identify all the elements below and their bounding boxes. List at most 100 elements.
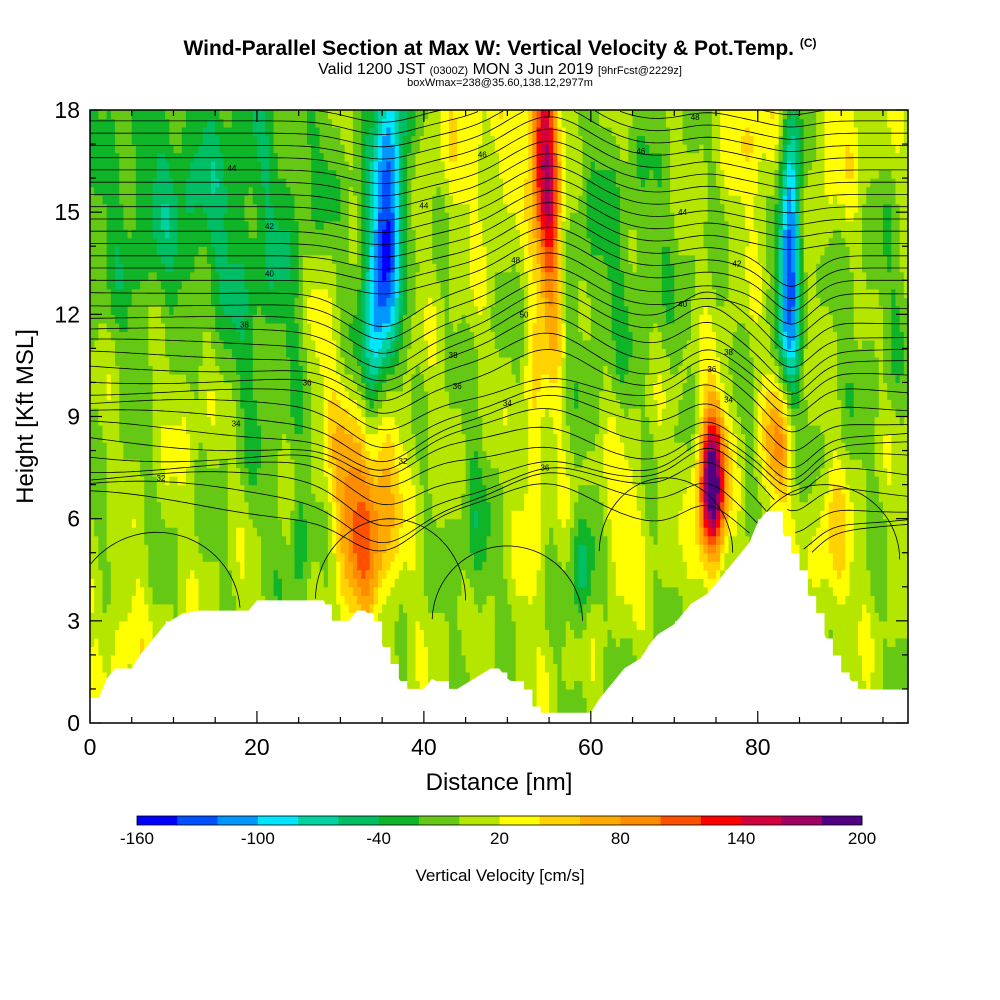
velocity-cell [119,322,124,332]
velocity-cell [123,365,129,375]
velocity-cell [340,390,346,401]
velocity-cell [177,348,183,358]
velocity-cell [319,212,325,222]
velocity-cell [244,493,250,503]
velocity-cell [390,425,396,435]
velocity-cell [269,144,275,154]
velocity-cell [311,288,316,298]
velocity-cell [403,365,408,375]
utc-time: (0300Z) [429,65,469,77]
velocity-cell [394,373,400,384]
velocity-cell [323,450,329,460]
velocity-cell [248,186,254,196]
velocity-cell [286,339,291,349]
velocity-cell [273,450,279,460]
velocity-cell [102,382,108,392]
velocity-cell [277,595,283,605]
velocity-cell [377,586,383,596]
velocity-cell [386,578,392,588]
velocity-cell [156,450,162,460]
velocity-cell [165,135,170,145]
velocity-cell [148,280,154,290]
velocity-cell [94,365,99,375]
velocity-cell [102,510,108,520]
velocity-cell [102,356,108,367]
velocity-cell [348,169,354,179]
velocity-cell [244,578,250,588]
velocity-cell [261,220,266,230]
velocity-cell [352,229,358,239]
velocity-cell [336,373,341,384]
velocity-cell [102,433,108,443]
velocity-cell [423,476,429,486]
velocity-cell [419,297,425,307]
velocity-cell [361,118,367,128]
velocity-cell [348,280,354,290]
velocity-cell [298,152,304,162]
velocity-cell [403,518,408,528]
velocity-cell [365,390,371,401]
velocity-cell [160,305,166,315]
velocity-cell [236,314,241,324]
velocity-cell [160,271,166,281]
velocity-cell [123,152,129,162]
velocity-cell [90,169,95,179]
velocity-cell [202,586,208,596]
velocity-cell [348,246,354,256]
velocity-cell [240,459,246,469]
velocity-cell [423,144,429,154]
velocity-cell [127,407,133,418]
velocity-cell [419,654,425,664]
velocity-cell [336,510,341,520]
velocity-cell [340,416,346,426]
velocity-cell [219,237,225,247]
velocity-cell [152,356,158,367]
velocity-cell [327,297,333,307]
velocity-cell [169,527,175,537]
velocity-cell [294,518,300,528]
velocity-cell [106,186,112,196]
velocity-cell [160,416,166,426]
velocity-cell [386,552,392,562]
velocity-cell [323,510,329,520]
velocity-cell [227,484,233,494]
velocity-cell [361,476,367,486]
velocity-cell [315,152,321,162]
velocity-cell [352,195,358,205]
velocity-cell [219,552,225,562]
velocity-cell [269,407,275,418]
velocity-cell [340,339,346,349]
velocity-cell [185,518,191,528]
velocity-cell [190,442,195,452]
velocity-cell [231,399,237,409]
velocity-cell [265,493,271,503]
velocity-cell [298,135,304,145]
velocity-cell [365,220,371,230]
velocity-cell [185,322,191,332]
velocity-cell [127,203,133,213]
velocity-cell [106,637,112,647]
velocity-cell [302,322,308,332]
velocity-cell [211,407,216,418]
velocity-cell [327,501,333,511]
velocity-cell [140,501,145,511]
velocity-cell [319,561,325,571]
velocity-cell [332,382,337,392]
velocity-cell [281,195,287,205]
velocity-cell [390,450,396,460]
velocity-cell [407,646,412,656]
velocity-cell [361,314,367,324]
velocity-cell [140,425,145,435]
velocity-cell [177,484,183,494]
velocity-cell [411,527,417,537]
velocity-cell [227,535,233,545]
velocity-cell [156,569,162,579]
velocity-cell [373,603,379,613]
velocity-cell [240,169,246,179]
velocity-cell [357,254,362,264]
velocity-cell [223,305,229,315]
velocity-cell [152,586,158,596]
velocity-cell [382,407,387,418]
velocity-cell [98,399,104,409]
velocity-cell [403,433,408,443]
